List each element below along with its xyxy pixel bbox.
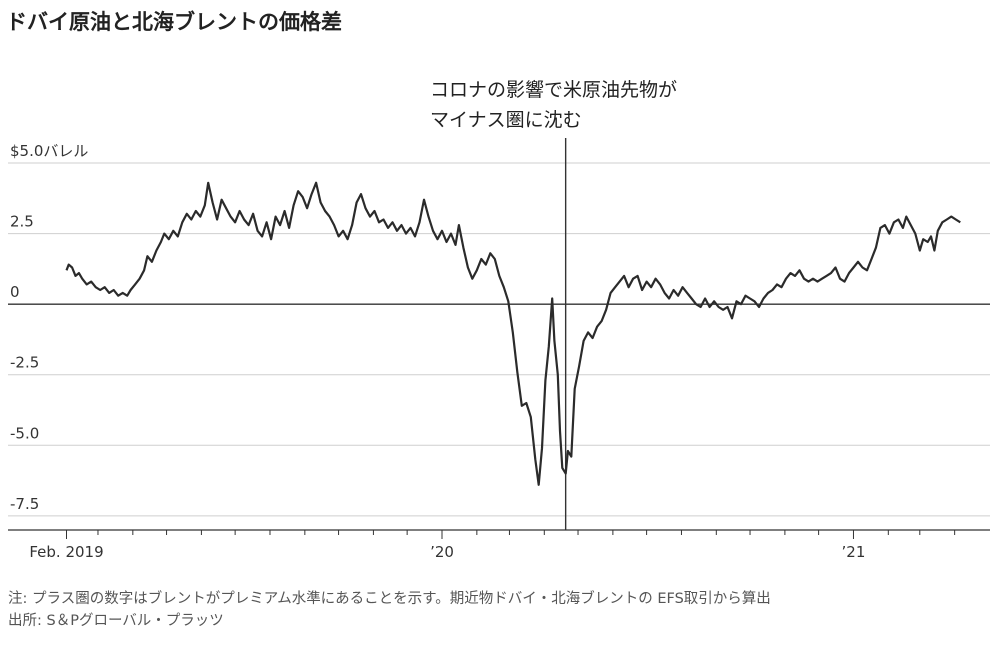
y-tick-label: $5.0バレル <box>10 142 88 160</box>
y-tick-label: 2.5 <box>10 213 34 231</box>
gridlines <box>8 162 990 517</box>
annotation-text: コロナの影響で米原油先物が <box>430 79 677 101</box>
source-note: 出所: S＆Pグローバル・プラッツ <box>8 613 224 629</box>
x-tick-label: ’21 <box>842 543 866 561</box>
y-axis-labels: $5.0バレル 2.5 0 -2.5 -5.0 -7.5 <box>10 142 88 513</box>
chart-title: ドバイ原油と北海ブレントの価格差 <box>6 10 342 34</box>
x-tick-label: ’20 <box>430 543 454 561</box>
footnote: 注: プラス圏の数字はブレントがプレミアム水準にあることを示す。期近物ドバイ・北… <box>8 591 771 607</box>
annotation-text: マイナス圏に沈む <box>430 109 582 131</box>
y-tick-label: -2.5 <box>10 354 39 372</box>
x-axis: Feb. 2019 ’20 ’21 <box>8 529 990 561</box>
y-tick-label: 0 <box>10 283 20 301</box>
y-tick-label: -5.0 <box>10 424 39 442</box>
x-tick-label: Feb. 2019 <box>29 543 103 561</box>
chart-notes: 注: プラス圏の数字はブレントがプレミアム水準にあることを示す。期近物ドバイ・北… <box>8 588 771 632</box>
y-tick-label: -7.5 <box>10 495 39 513</box>
series-line <box>65 181 961 486</box>
